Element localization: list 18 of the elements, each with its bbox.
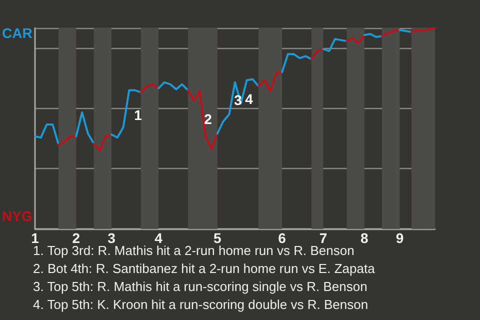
x-tick-label: 9 bbox=[396, 230, 404, 246]
text: 3. Top 5th: R. Mathis hit a run-scoring single vs R. Benson bbox=[33, 279, 368, 294]
x-tick-label: 1 bbox=[31, 230, 40, 246]
x-tick-label: 7 bbox=[319, 230, 328, 246]
x-tick-label: 2 bbox=[72, 230, 80, 246]
text: CAR bbox=[2, 25, 32, 41]
x-tick-label: 8 bbox=[360, 230, 369, 246]
annotation: 4 bbox=[245, 91, 254, 107]
text: 4. Top 5th: K. Kroon hit a run-scoring double vs R. Benson bbox=[33, 297, 368, 312]
text: 2. Bot 4th: R. Santibanez hit a 2-run home run vs E. Zapata bbox=[33, 261, 376, 276]
text: 1. Top 3rd: R. Mathis hit a 2-run home run vs R. Benson bbox=[33, 243, 354, 258]
text: NYG bbox=[2, 208, 32, 224]
x-tick-label: 4 bbox=[154, 230, 163, 246]
annotation: 2 bbox=[204, 111, 212, 127]
annotation: 1 bbox=[134, 107, 142, 123]
x-tick-label: 3 bbox=[108, 230, 116, 246]
x-tick-label: 6 bbox=[278, 230, 286, 246]
x-tick-label: 5 bbox=[213, 230, 222, 246]
